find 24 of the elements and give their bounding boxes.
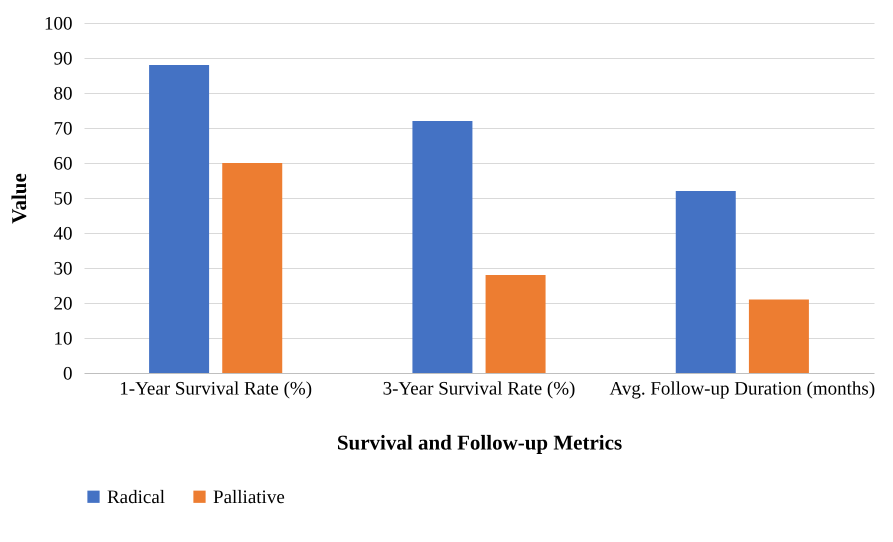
y-tick-label: 10 [54, 328, 72, 350]
y-tick-label: 30 [54, 258, 72, 280]
y-tick-label: 70 [54, 118, 72, 140]
legend-label: Radical [107, 486, 166, 508]
bar [748, 300, 809, 373]
bar [222, 163, 282, 373]
y-tick-label: 60 [54, 154, 72, 174]
y-tick-label: 20 [54, 294, 72, 314]
bar [149, 65, 210, 373]
legend-label: Palliative [213, 486, 285, 508]
x-tick-label: Avg. Follow-up Duration (months) [610, 378, 876, 400]
y-tick-label: 100 [44, 14, 72, 34]
y-tick-label: 40 [54, 224, 72, 244]
x-axis-title: Survival and Follow-up Metrics [336, 430, 622, 454]
y-axis-title: Value [7, 173, 31, 224]
bar [412, 121, 472, 373]
x-tick-label: 3-Year Survival Rate (%) [382, 378, 576, 400]
y-tick-label: 80 [54, 84, 72, 104]
bar [486, 275, 546, 373]
x-tick-label: 1-Year Survival Rate (%) [119, 378, 312, 400]
bar [676, 191, 736, 373]
y-tick-label: 0 [63, 364, 72, 384]
y-tick-label: 90 [54, 48, 72, 70]
y-tick-label: 50 [54, 188, 72, 210]
